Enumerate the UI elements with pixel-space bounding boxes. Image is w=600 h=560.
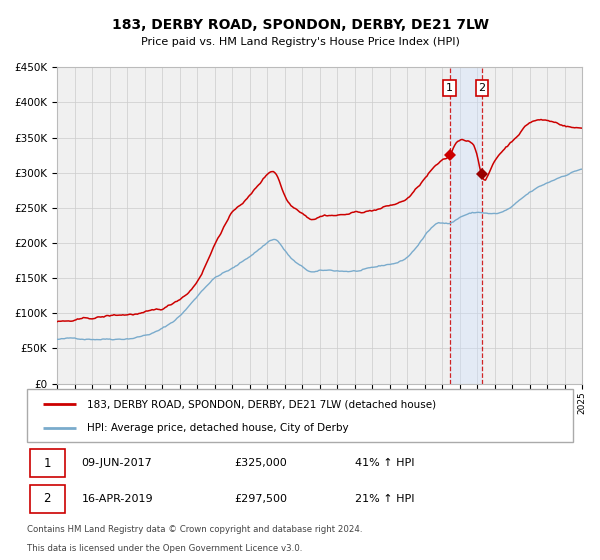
Text: This data is licensed under the Open Government Licence v3.0.: This data is licensed under the Open Gov… [27, 544, 302, 553]
Text: 16-APR-2019: 16-APR-2019 [82, 494, 153, 503]
FancyBboxPatch shape [30, 449, 65, 477]
Text: Contains HM Land Registry data © Crown copyright and database right 2024.: Contains HM Land Registry data © Crown c… [27, 525, 362, 534]
Text: £325,000: £325,000 [235, 458, 287, 468]
Text: 21% ↑ HPI: 21% ↑ HPI [355, 494, 414, 503]
FancyBboxPatch shape [30, 485, 65, 512]
Text: 41% ↑ HPI: 41% ↑ HPI [355, 458, 414, 468]
Text: 183, DERBY ROAD, SPONDON, DERBY, DE21 7LW (detached house): 183, DERBY ROAD, SPONDON, DERBY, DE21 7L… [87, 399, 436, 409]
Text: HPI: Average price, detached house, City of Derby: HPI: Average price, detached house, City… [87, 422, 349, 432]
Text: 2: 2 [479, 83, 485, 93]
Text: 1: 1 [43, 456, 51, 469]
Text: 1: 1 [446, 83, 453, 93]
Bar [450, 67, 482, 384]
FancyBboxPatch shape [27, 389, 573, 442]
Text: 2: 2 [43, 492, 51, 505]
Text: Price paid vs. HM Land Registry's House Price Index (HPI): Price paid vs. HM Land Registry's House … [140, 37, 460, 47]
Text: 183, DERBY ROAD, SPONDON, DERBY, DE21 7LW: 183, DERBY ROAD, SPONDON, DERBY, DE21 7L… [112, 18, 488, 32]
Text: £297,500: £297,500 [235, 494, 287, 503]
Text: 09-JUN-2017: 09-JUN-2017 [82, 458, 152, 468]
